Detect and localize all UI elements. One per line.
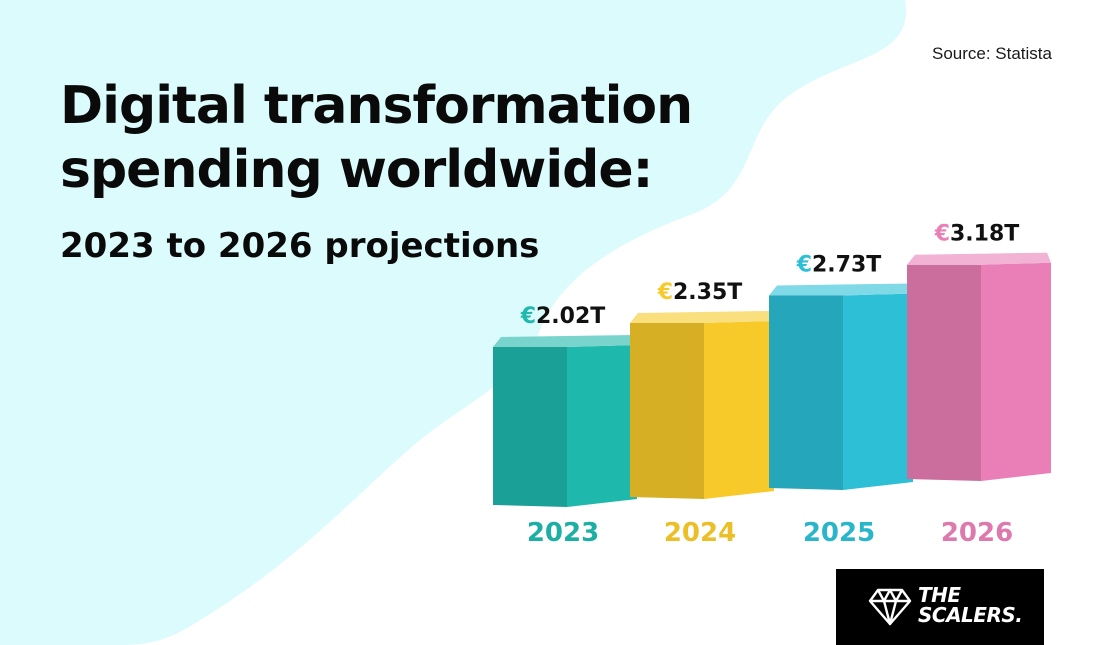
bar-value-label: €2.73T (796, 253, 882, 278)
value-text: 2.02T (536, 304, 605, 329)
value-text: 2.35T (673, 280, 742, 305)
bar-2024 (630, 310, 774, 499)
bar-2026 (907, 252, 1051, 481)
bar-value-label: €3.18T (934, 222, 1020, 247)
bar-front-face (630, 322, 704, 499)
source-note: Source: Statista (931, 44, 1052, 63)
page-title: Digital transformation spending worldwid… (60, 76, 693, 200)
brand-logo: THE SCALERS. (836, 569, 1044, 645)
bar-value-label: €2.02T (520, 304, 606, 329)
category-label: 2026 (941, 518, 1013, 548)
diamond-icon (868, 588, 912, 626)
bar-front-face (769, 295, 843, 490)
currency-symbol: € (796, 253, 812, 278)
bar-2025 (769, 283, 913, 490)
currency-symbol: € (520, 304, 536, 329)
bar-top-face (630, 310, 774, 323)
bar-side-face (843, 293, 913, 490)
bar-front-face (907, 264, 981, 481)
logo-line-1: THE (918, 583, 961, 607)
category-label: 2023 (527, 518, 599, 548)
page-subtitle: 2023 to 2026 projections (60, 226, 540, 266)
logo-text: THE SCALERS. (918, 583, 1023, 627)
logo-line-2: SCALERS. (918, 603, 1023, 627)
bar-side-face (567, 344, 637, 507)
value-text: 2.73T (812, 253, 881, 278)
bar-top-face (907, 252, 1051, 265)
bar-value-label: €2.35T (657, 280, 743, 305)
bar-front-face (493, 346, 567, 507)
category-label: 2025 (803, 518, 875, 548)
bar-2023 (493, 334, 637, 507)
bar-top-face (769, 283, 913, 296)
value-text: 3.18T (950, 222, 1019, 247)
currency-symbol: € (657, 280, 673, 305)
bar-top-face (493, 334, 637, 347)
category-label: 2024 (664, 518, 736, 548)
currency-symbol: € (934, 222, 950, 247)
bar-side-face (704, 320, 774, 499)
bar-side-face (981, 262, 1051, 481)
